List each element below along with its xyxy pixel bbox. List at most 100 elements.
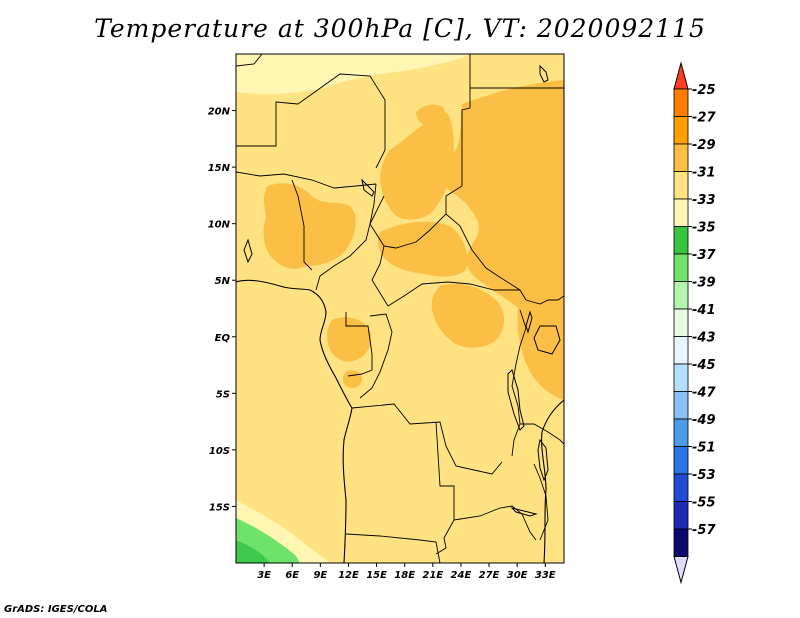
x-tick-label: 27E bbox=[479, 570, 500, 581]
border-namibia bbox=[345, 533, 441, 563]
lake-nasser bbox=[539, 64, 549, 83]
temperature-field-cool-north bbox=[236, 54, 470, 94]
lake-chad bbox=[361, 178, 375, 197]
colorbar-swatch bbox=[673, 253, 689, 282]
colorbar-swatch bbox=[673, 391, 689, 420]
lake-albert bbox=[525, 310, 533, 334]
lake-kariba bbox=[510, 507, 538, 517]
colorbar-swatch bbox=[673, 473, 689, 502]
border-nigeria-cameroon bbox=[315, 183, 377, 291]
border-drc-angola bbox=[351, 403, 503, 475]
colorbar-label: -47 bbox=[692, 386, 716, 401]
border-nigeria-north bbox=[291, 179, 313, 271]
border-burkina bbox=[236, 171, 377, 189]
lake-victoria bbox=[533, 325, 561, 355]
colorbar: -25 -27 -29 -31 -33 -35 -37 -39 -41 -43 -45 -47 -49 -… bbox=[673, 61, 716, 585]
border-chad-cameroon bbox=[369, 195, 389, 307]
map-panel bbox=[236, 54, 564, 563]
colorbar-swatch bbox=[673, 226, 689, 255]
border-mozambique-malawi bbox=[533, 463, 549, 541]
west-african-coastline bbox=[236, 279, 353, 563]
colorbar-label: -43 bbox=[692, 331, 716, 346]
colorbar-label: -33 bbox=[692, 193, 716, 208]
border-great-lakes bbox=[511, 309, 527, 457]
colorbar-swatch bbox=[673, 308, 689, 337]
colorbar-top-arrow bbox=[673, 61, 689, 90]
colorbar-label: -49 bbox=[692, 413, 716, 428]
colorbar-swatch bbox=[673, 171, 689, 200]
y-tick-label: 5N bbox=[215, 276, 231, 287]
y-tick-label: 10N bbox=[208, 220, 231, 231]
colorbar-swatch bbox=[673, 88, 689, 117]
temperature-field-warm-central bbox=[380, 112, 454, 220]
coastlines bbox=[236, 279, 564, 563]
x-tick-label: 18E bbox=[394, 570, 415, 581]
y-tick-label: 5S bbox=[216, 389, 230, 400]
y-tick-label: 10S bbox=[209, 446, 230, 457]
colorbar-label: -51 bbox=[692, 441, 716, 456]
colorbar-label: -53 bbox=[692, 468, 716, 483]
y-tick-label: 20N bbox=[208, 107, 231, 118]
lake-tanganyika bbox=[507, 369, 525, 431]
y-tick-label: EQ bbox=[215, 333, 231, 344]
colorbar-bottom-arrow bbox=[673, 556, 689, 585]
temperature-field-warm-east bbox=[443, 80, 564, 400]
colorbar-label: -41 bbox=[692, 303, 716, 318]
x-tick-label: 9E bbox=[313, 570, 327, 581]
country-borders bbox=[236, 54, 564, 563]
border-niger-mali bbox=[236, 101, 299, 147]
colorbar-swatch bbox=[673, 281, 689, 310]
border-chad-east bbox=[383, 185, 463, 249]
x-tick-label: 24E bbox=[451, 570, 472, 581]
east-african-coastline bbox=[541, 399, 564, 563]
temperature-field-warm-gabon bbox=[327, 317, 372, 362]
y-tick-label: 15S bbox=[209, 502, 230, 513]
x-tick-label: 6E bbox=[285, 570, 299, 581]
border-drc-congo bbox=[359, 313, 393, 399]
colorbar-label: -35 bbox=[692, 221, 716, 236]
x-tick-label: 3E bbox=[257, 570, 271, 581]
x-tick-label: 15E bbox=[366, 570, 387, 581]
temperature-field-warm-north bbox=[416, 104, 445, 126]
colorbar-label: -45 bbox=[692, 358, 716, 373]
map-title: Temperature at 300hPa [C], VT: 202009211… bbox=[94, 14, 706, 43]
x-tick-label: 21E bbox=[422, 570, 443, 581]
x-tick-label: 33E bbox=[535, 570, 556, 581]
colorbar-swatch bbox=[673, 528, 689, 557]
credit-label: GrADS: IGES/COLA bbox=[4, 604, 108, 615]
border-tanzania bbox=[520, 423, 564, 445]
colorbar-swatch bbox=[673, 143, 689, 172]
temperature-field-warm-congo bbox=[431, 283, 505, 348]
y-tick-label: 15N bbox=[208, 163, 231, 174]
y-axis: 20N 15N 10N 5N EQ 5S 10S 15S bbox=[208, 107, 236, 513]
colorbar-label: -31 bbox=[692, 166, 716, 181]
border-mauritania bbox=[236, 54, 263, 67]
colorbar-swatch bbox=[673, 501, 689, 530]
colorbar-label: -27 bbox=[692, 111, 716, 126]
border-zambia-mozambique bbox=[453, 505, 537, 541]
colorbar-label: -55 bbox=[692, 496, 716, 511]
colorbar-swatch bbox=[673, 198, 689, 227]
colorbar-swatch bbox=[673, 446, 689, 475]
colorbar-label: -25 bbox=[692, 83, 716, 98]
border-libya-north bbox=[461, 54, 471, 186]
x-axis: 3E 6E 9E 12E 15E 18E 21E 24E 27E 30E 33E bbox=[257, 563, 556, 581]
border-car-south bbox=[387, 281, 520, 307]
x-tick-label: 30E bbox=[507, 570, 528, 581]
x-tick-label: 12E bbox=[338, 570, 359, 581]
border-congo-gabon bbox=[345, 312, 373, 377]
temperature-field-warm-chad bbox=[377, 221, 468, 277]
map-frame bbox=[235, 53, 565, 564]
lake-volta bbox=[243, 238, 253, 264]
colorbar-swatch bbox=[673, 116, 689, 145]
colorbar-label: -37 bbox=[692, 248, 716, 263]
colorbar-swatch bbox=[673, 363, 689, 392]
colorbar-label: -57 bbox=[692, 523, 716, 538]
colorbar-label: -29 bbox=[692, 138, 716, 153]
colorbar-swatch bbox=[673, 418, 689, 447]
colorbar-swatch bbox=[673, 336, 689, 365]
lakes bbox=[243, 64, 561, 517]
border-uganda-kenya bbox=[525, 295, 564, 305]
border-algeria-niger bbox=[297, 73, 386, 169]
